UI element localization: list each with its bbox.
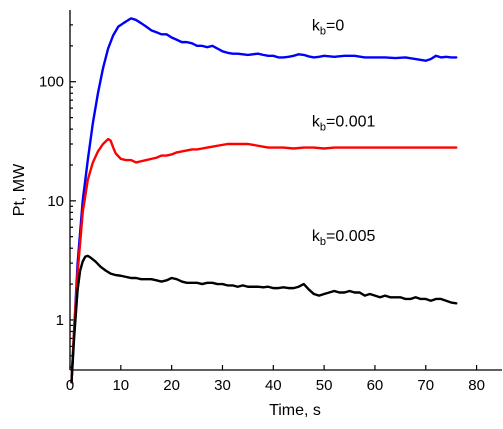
x-tick-label: 70 [417,377,434,394]
series-label-3: kb=0.005 [312,228,376,248]
series-lines [70,17,458,384]
x-ticks: 0 10 20 30 40 50 60 70 80 [66,365,485,394]
x-tick-label: 30 [214,377,231,394]
series-label-1: kb=0 [312,17,344,37]
chart-axes [69,10,502,371]
series-line-1 [70,17,458,384]
series-line-2 [70,137,458,384]
y-tick-label: 100 [39,74,64,91]
y-tick-label: 10 [47,193,64,210]
x-tick-label: 40 [265,377,282,394]
x-tick-label: 80 [468,377,485,394]
x-axis-title: Time, s [269,402,321,419]
x-tick-label: 50 [316,377,333,394]
series-label-2: kb=0.001 [312,114,376,134]
y-ticks: 1 10 100 [39,24,76,368]
x-tick-label: 60 [367,377,384,394]
series-line-3 [70,254,458,384]
x-tick-label: 0 [66,377,74,394]
series-labels: kb=0 kb=0.001 kb=0.005 [312,17,376,248]
x-tick-label: 10 [112,377,129,394]
y-axis-title: Pt, MW [11,163,28,216]
x-tick-label: 20 [163,377,180,394]
y-tick-label: 1 [56,312,64,329]
